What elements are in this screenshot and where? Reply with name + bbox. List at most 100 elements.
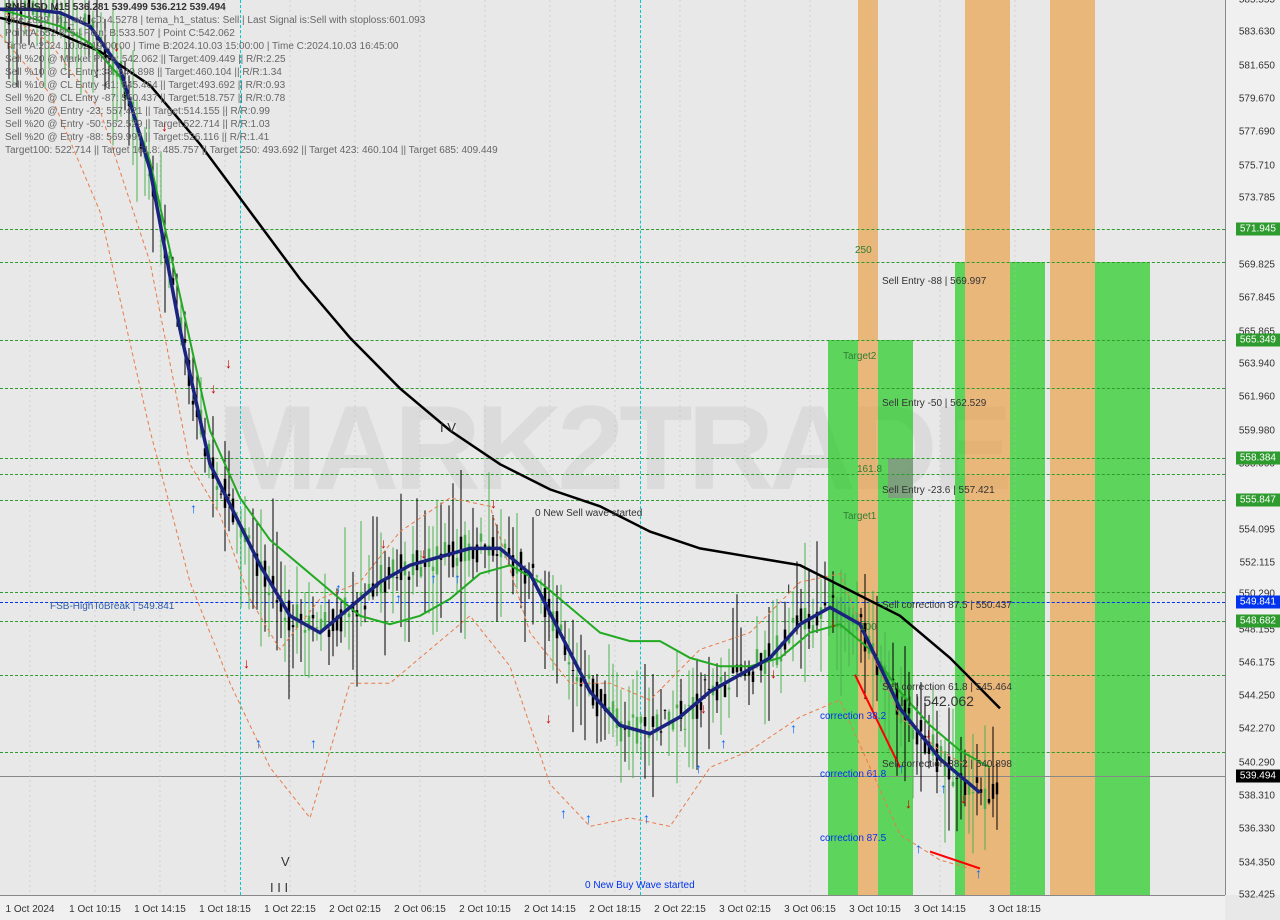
time-tick-label: 2 Oct 10:15	[459, 904, 511, 915]
arrow-up-icon: ↑	[643, 810, 650, 826]
horizontal-line	[0, 340, 1225, 341]
info-line: Sell %20 @ Entry -50: 562.529 || Target:…	[5, 119, 270, 130]
price-tick-label: 538.310	[1239, 790, 1275, 801]
price-tick-label: 577.690	[1239, 127, 1275, 138]
arrow-up-icon: ↑	[898, 760, 905, 776]
time-scale: 1 Oct 20241 Oct 10:151 Oct 14:151 Oct 18…	[0, 895, 1225, 920]
arrow-up-icon: ↑	[940, 780, 947, 796]
price-badge: 558.384	[1236, 451, 1280, 464]
arrow-down-icon: ↓	[545, 710, 552, 726]
chart-annotation: I I I 542.062	[900, 693, 974, 709]
arrow-up-icon: ↑	[430, 570, 437, 586]
arrow-up-icon: ↑	[720, 735, 727, 751]
chart-annotation: Sell Entry -50 | 562.529	[882, 398, 986, 409]
chart-annotation: correction 38.2	[820, 711, 886, 722]
chart-annotation: 250	[855, 245, 872, 256]
horizontal-line	[0, 675, 1225, 676]
time-tick-label: 2 Oct 18:15	[589, 904, 641, 915]
chart-annotation: Sell Entry -23.6 | 557.421	[882, 485, 995, 496]
price-badge: 549.841	[1236, 595, 1280, 608]
price-badge: 555.847	[1236, 494, 1280, 507]
chart-annotation: Target1	[843, 511, 876, 522]
price-tick-label: 536.330	[1239, 824, 1275, 835]
zone-orange	[858, 0, 878, 895]
vertical-line	[640, 0, 641, 895]
price-tick-label: 559.980	[1239, 425, 1275, 436]
price-tick-label: 540.290	[1239, 757, 1275, 768]
chart-annotation: V	[281, 854, 290, 869]
chart-annotation: correction 61.8	[820, 769, 886, 780]
time-tick-label: 2 Oct 22:15	[654, 904, 706, 915]
price-tick-label: 579.670	[1239, 94, 1275, 105]
arrow-up-icon: ↑	[560, 805, 567, 821]
price-tick-label: 532.425	[1239, 890, 1275, 901]
info-line: Sell %20 @ Entry -23: 557.421 || Target:…	[5, 106, 270, 117]
arrow-down-icon: ↓	[380, 535, 387, 551]
arrow-down-icon: ↓	[700, 700, 707, 716]
horizontal-line	[0, 592, 1225, 593]
arrow-up-icon: ↑	[255, 735, 262, 751]
price-tick-label: 563.940	[1239, 359, 1275, 370]
time-tick-label: 3 Oct 18:15	[989, 904, 1041, 915]
time-tick-label: 1 Oct 14:15	[134, 904, 186, 915]
price-tick-label: 534.350	[1239, 857, 1275, 868]
time-tick-label: 3 Oct 06:15	[784, 904, 836, 915]
chart-title: BNBUSD M15 536.281 539.499 536.212 539.4…	[5, 2, 226, 13]
arrow-up-icon: ↑	[585, 810, 592, 826]
price-tick-label: 542.270	[1239, 724, 1275, 735]
info-line: Target100: 522.714 || Target 161.8: 485.…	[5, 145, 498, 156]
arrow-up-icon: ↑	[395, 590, 402, 606]
chart-container: MARK2TRADE BNBUSD M15 536.281 539.499 53…	[0, 0, 1280, 920]
arrow-down-icon: ↓	[490, 495, 497, 511]
chart-annotation: Target2	[843, 351, 876, 362]
price-tick-label: 554.095	[1239, 524, 1275, 535]
chart-annotation: I I I	[270, 880, 288, 895]
info-line: Sell %20 @ CL Entry -87: 550.437 || Targ…	[5, 93, 285, 104]
time-tick-label: 2 Oct 02:15	[329, 904, 381, 915]
price-tick-label: 569.825	[1239, 259, 1275, 270]
horizontal-line	[0, 752, 1225, 753]
info-line: Sell %10 @ CL Entry:38: 540.898 || Targe…	[5, 67, 282, 78]
arrow-up-icon: ↑	[454, 570, 461, 586]
zone-orange	[1050, 0, 1095, 895]
info-line: Sell %20 @ Entry -88: 569.997 || Target:…	[5, 132, 269, 143]
time-tick-label: 3 Oct 02:15	[719, 904, 771, 915]
price-tick-label: 573.785	[1239, 193, 1275, 204]
arrow-down-icon: ↓	[161, 118, 168, 134]
chart-annotation: 100	[860, 622, 877, 633]
price-tick-label: 546.175	[1239, 658, 1275, 669]
info-line: Line:2829 | h1_atr_c0: 4.5278 | tema_h1_…	[5, 15, 425, 26]
arrow-up-icon: ↑	[310, 735, 317, 751]
price-badge: 539.494	[1236, 769, 1280, 782]
arrow-up-icon: ↑	[190, 500, 197, 516]
horizontal-line	[0, 388, 1225, 389]
arrow-up-icon: ↑	[975, 865, 982, 881]
time-tick-label: 2 Oct 06:15	[394, 904, 446, 915]
chart-annotation: 0 New Buy Wave started	[585, 880, 695, 891]
price-tick-label: 585.555	[1239, 0, 1275, 6]
horizontal-line	[0, 621, 1225, 622]
arrow-down-icon: ↓	[243, 655, 250, 671]
horizontal-line	[0, 776, 1225, 777]
arrow-down-icon: ↓	[420, 545, 427, 561]
chart-annotation: Sell Entry -88 | 569.997	[882, 276, 986, 287]
price-tick-label: 583.630	[1239, 27, 1275, 38]
arrow-up-icon: ↑	[915, 840, 922, 856]
zone-green	[1095, 262, 1150, 895]
zone-green	[878, 340, 913, 895]
arrow-down-icon: ↓	[925, 725, 932, 741]
horizontal-line	[0, 474, 1225, 475]
time-tick-label: 3 Oct 10:15	[849, 904, 901, 915]
chart-annotation: 161.8	[857, 464, 882, 475]
chart-area[interactable]: MARK2TRADE BNBUSD M15 536.281 539.499 53…	[0, 0, 1225, 895]
info-line: Sell %20 @ Market Price: 542.062 || Targ…	[5, 54, 286, 65]
chart-annotation: Sell correction 87.5 | 550.437	[882, 600, 1012, 611]
price-tick-label: 552.115	[1240, 558, 1275, 569]
price-badge: 571.945	[1236, 223, 1280, 236]
chart-annotation: I	[787, 582, 790, 596]
arrow-up-icon: ↑	[695, 760, 702, 776]
price-tick-label: 544.250	[1239, 690, 1275, 701]
chart-annotation: 0 New Sell wave started	[535, 508, 642, 519]
price-tick-label: 561.960	[1239, 392, 1275, 403]
time-tick-label: 1 Oct 18:15	[199, 904, 251, 915]
